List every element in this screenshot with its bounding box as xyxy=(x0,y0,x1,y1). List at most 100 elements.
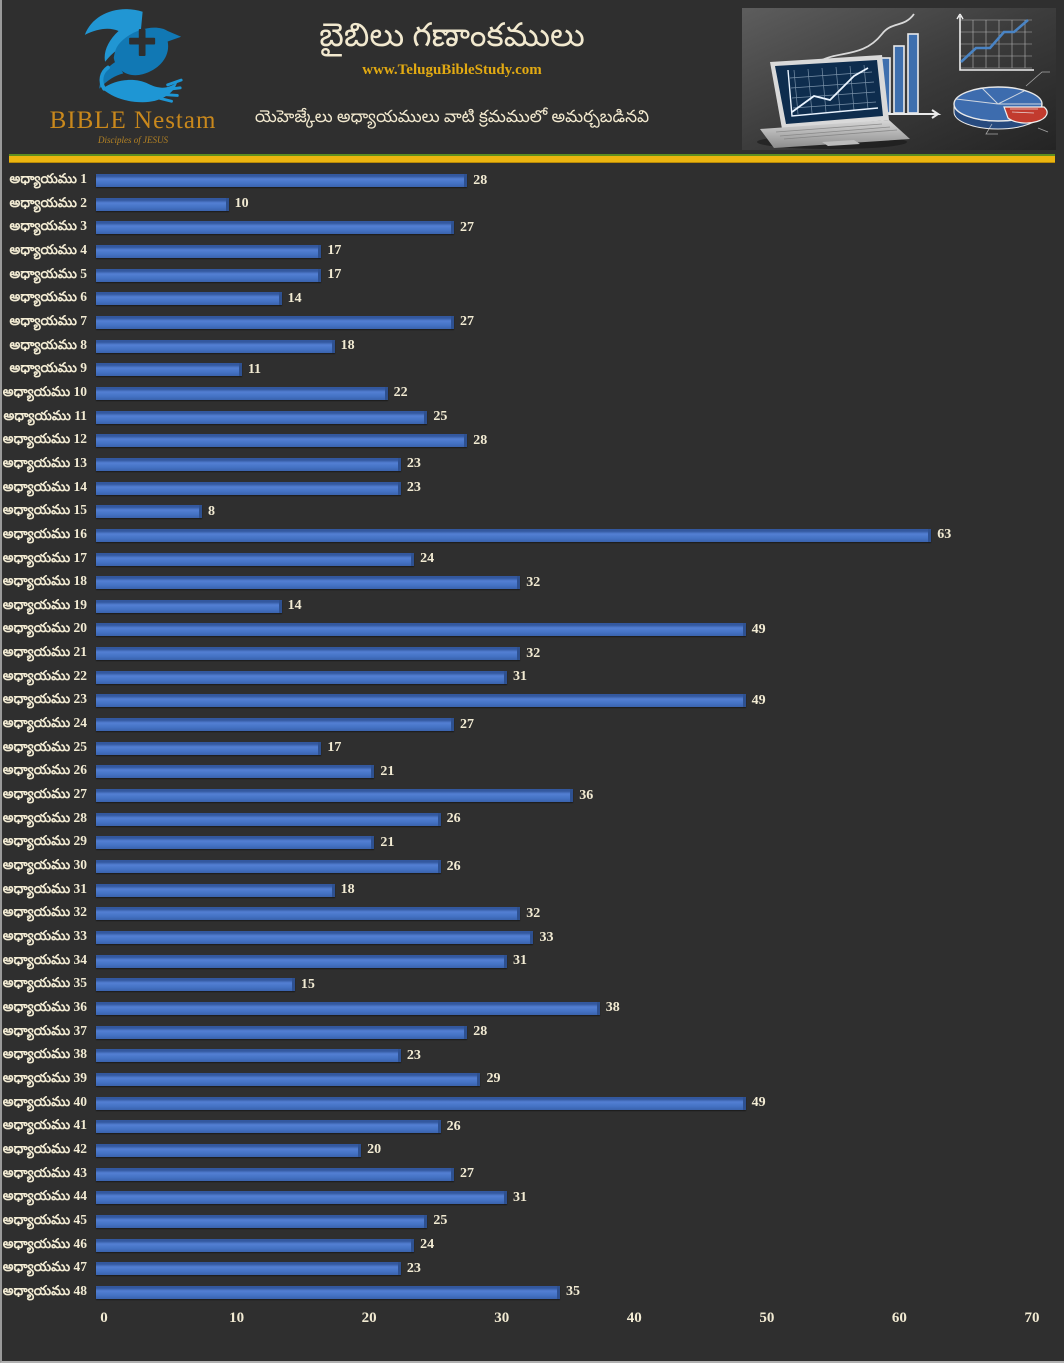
bar xyxy=(96,386,388,400)
bar-value: 25 xyxy=(433,1213,448,1229)
bar xyxy=(96,576,521,590)
bar-track: 23 xyxy=(96,480,1024,496)
row-label: అధ్యాయము 14 xyxy=(2,478,87,494)
bar xyxy=(96,339,335,353)
bar-track: 29 xyxy=(96,1071,1024,1087)
chart-row: అధ్యాయము 8 18 xyxy=(2,335,1064,358)
pie-chart-sketch-icon xyxy=(953,71,1050,135)
bar-value: 32 xyxy=(526,905,541,921)
chart-row: అధ్యాయము 3 27 xyxy=(2,216,1064,239)
bar xyxy=(96,315,454,329)
bar-value: 21 xyxy=(380,834,395,850)
bar xyxy=(96,1167,454,1181)
row-label: అధ్యాయము 38 xyxy=(2,1046,87,1062)
bar xyxy=(96,434,468,448)
bar-track: 23 xyxy=(96,1261,1024,1277)
bar-value: 17 xyxy=(327,267,342,283)
bar-track: 32 xyxy=(96,646,1024,662)
bar-value: 28 xyxy=(473,1024,488,1040)
row-label: అధ్యాయము 47 xyxy=(2,1259,87,1275)
chart-subtitle: యెహెజ్కేలు అధ్యాయములు వాటి క్రమములో అమర్… xyxy=(254,107,650,127)
header-photo xyxy=(742,8,1056,150)
bar xyxy=(96,1143,362,1157)
bar xyxy=(96,860,441,874)
chart-row: అధ్యాయము 22 31 xyxy=(2,666,1064,689)
bar xyxy=(96,883,335,897)
chart-row: అధ్యాయము 41 26 xyxy=(2,1115,1064,1138)
bar xyxy=(96,363,242,377)
bar-track: 24 xyxy=(96,551,1024,567)
row-label: అధ్యాయము 11 xyxy=(3,407,87,423)
chart-row: అధ్యాయము 4 17 xyxy=(2,240,1064,263)
chart-row: అధ్యాయము 19 14 xyxy=(2,595,1064,618)
bar-value: 27 xyxy=(459,1166,474,1182)
bar-track: 18 xyxy=(96,882,1024,898)
bar-value: 28 xyxy=(473,172,488,188)
row-label: అధ్యాయము 27 xyxy=(2,786,87,802)
bar-value: 26 xyxy=(446,1118,461,1134)
row-label: అధ్యాయము 8 xyxy=(9,336,87,352)
bar xyxy=(96,647,521,661)
row-label: అధ్యాయము 21 xyxy=(2,644,87,660)
chart-row: అధ్యాయము 12 28 xyxy=(2,429,1064,452)
bar-value: 17 xyxy=(327,243,342,259)
bar-value: 49 xyxy=(751,1095,766,1111)
row-label: అధ్యాయము 32 xyxy=(2,904,87,920)
bar xyxy=(96,931,534,944)
row-label: అధ్యాయము 40 xyxy=(2,1093,87,1109)
x-tick-label: 50 xyxy=(759,1310,775,1326)
bar xyxy=(96,1262,401,1276)
bar-track: 31 xyxy=(96,669,1024,685)
chart-row: అధ్యాయము 47 23 xyxy=(2,1257,1064,1280)
bar-track: 28 xyxy=(96,433,1024,449)
bar xyxy=(96,694,746,708)
bar-value: 27 xyxy=(459,219,474,235)
chart-row: అధ్యాయము 36 38 xyxy=(2,997,1064,1020)
bar-value: 11 xyxy=(247,361,262,377)
bar-track: 49 xyxy=(96,622,1024,638)
chart-row: అధ్యాయము 21 32 xyxy=(2,642,1064,665)
row-label: అధ్యాయము 24 xyxy=(2,715,87,731)
bar xyxy=(96,1049,401,1063)
chart-row: అధ్యాయము 5 17 xyxy=(2,264,1064,287)
chart-row: అధ్యాయము 44 31 xyxy=(2,1186,1064,1209)
bar xyxy=(96,718,454,732)
chart-row: అధ్యాయము 18 32 xyxy=(2,571,1064,594)
row-label: అధ్యాయము 42 xyxy=(2,1140,87,1156)
chart-row: అధ్యాయము 10 22 xyxy=(2,382,1064,405)
row-label: అధ్యాయము 9 xyxy=(9,360,87,376)
title-block: బైబిలు గణాంకములు www.TeluguBibleStudy.co… xyxy=(237,18,667,131)
chart-row: అధ్యాయము 48 35 xyxy=(2,1281,1064,1304)
chart-row: అధ్యాయము 20 49 xyxy=(2,618,1064,641)
row-label: అధ్యాయము 17 xyxy=(2,549,87,565)
bar-value: 21 xyxy=(380,763,395,779)
bar xyxy=(96,552,415,566)
website-url: www.TeluguBibleStudy.com xyxy=(362,62,542,79)
bar-value: 36 xyxy=(579,787,594,803)
chart-row: అధ్యాయము 9 11 xyxy=(2,358,1064,381)
bar-track: 8 xyxy=(96,504,1024,520)
chart-row: అధ్యాయము 32 32 xyxy=(2,902,1064,925)
bar-value: 33 xyxy=(539,929,554,945)
row-label: అధ్యాయము 44 xyxy=(2,1188,87,1204)
row-label: అధ్యాయము 43 xyxy=(2,1164,87,1180)
bar xyxy=(96,268,322,282)
bar-track: 11 xyxy=(96,362,1024,378)
bar-value: 49 xyxy=(751,621,766,637)
dove-cross-hand-icon xyxy=(38,4,228,108)
row-label: అధ్యాయము 23 xyxy=(2,691,87,707)
chart-row: అధ్యాయము 26 21 xyxy=(2,760,1064,783)
bar-track: 28 xyxy=(96,173,1024,189)
bar-track: 27 xyxy=(96,220,1024,236)
chart-row: అధ్యాయము 24 27 xyxy=(2,713,1064,736)
chart-row: అధ్యాయము 7 27 xyxy=(2,311,1064,334)
bar xyxy=(96,1001,600,1015)
bar-value: 31 xyxy=(512,669,527,685)
logo: BIBLE Nestam Disciples of JESUS xyxy=(38,4,228,145)
bar xyxy=(96,836,375,850)
bar-value: 23 xyxy=(406,456,421,472)
row-label: అధ్యాయము 19 xyxy=(2,596,87,612)
bar-value: 35 xyxy=(566,1284,580,1300)
chart-row: అధ్యాయము 2 10 xyxy=(2,193,1064,216)
bar xyxy=(96,1191,507,1205)
